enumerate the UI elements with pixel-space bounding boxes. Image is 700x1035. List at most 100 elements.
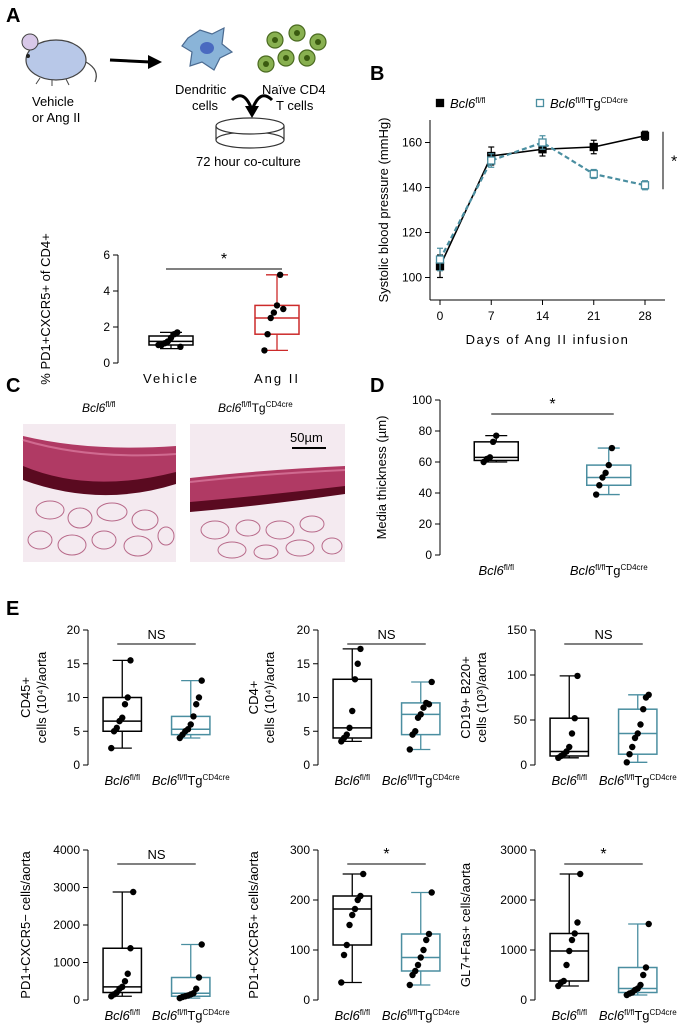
category-label-1: Ang II (254, 371, 300, 386)
x-tick-label: 0 (437, 309, 444, 323)
data-point (119, 714, 126, 721)
significance-label: NS (147, 627, 165, 642)
category-label-1: Bcl6fl/flTgCD4cre (152, 1008, 230, 1023)
down-arrow-icon (245, 106, 259, 118)
data-point (119, 983, 126, 991)
y-tick-label: 0 (520, 993, 527, 1007)
data-point (412, 728, 419, 735)
data-point (538, 138, 547, 147)
data-point (406, 746, 413, 753)
legend-label-0: Bcl6fl/fl (450, 96, 486, 111)
y-tick-label: 50 (514, 713, 528, 727)
y-tick-label: 0 (303, 758, 310, 772)
y-axis-label: Media thickness (µm) (374, 416, 389, 540)
data-point (357, 892, 364, 900)
panel-letter-d: D (370, 375, 384, 397)
y-axis-label: PD1+CXCR5− cells/aorta (18, 851, 33, 999)
y-axis-label: Systolic blood pressure (mmHg) (376, 118, 391, 303)
data-point (349, 911, 356, 919)
y-tick-label: 3000 (500, 843, 527, 857)
data-point (338, 979, 345, 986)
data-point (623, 759, 630, 766)
data-point (566, 947, 573, 955)
legend-name: Bcl6 (450, 96, 476, 111)
category-label-name: Bcl6 (382, 1008, 408, 1023)
data-point (414, 961, 422, 969)
data-point (642, 964, 650, 971)
category-label-0: Bcl6fl/fl (104, 773, 140, 788)
category-label-sup: fl/fl (504, 563, 514, 572)
category-label-sup: fl/fl (177, 1008, 187, 1017)
category-label-suffix: Tg (605, 563, 620, 578)
data-point (634, 730, 641, 737)
data-point (637, 981, 644, 989)
category-label-name: Bcl6 (334, 1008, 360, 1023)
data-point (346, 724, 353, 732)
legend-marker-0 (435, 98, 445, 108)
data-point (571, 715, 578, 722)
data-point (602, 469, 609, 477)
legend-marker-1 (535, 98, 545, 108)
data-point (130, 888, 137, 896)
data-point (127, 657, 134, 664)
y-tick-label: 160 (402, 136, 422, 150)
data-point (566, 743, 573, 751)
data-point (273, 302, 281, 309)
data-point (343, 731, 350, 738)
y-tick-label: 150 (507, 623, 527, 637)
significance-label: NS (594, 627, 612, 642)
y-tick-label: 100 (412, 393, 432, 407)
category-label-name: Bcl6 (551, 773, 577, 788)
category-label-suffix-sup: CD4cre (650, 773, 678, 782)
data-point (637, 721, 644, 728)
y-tick-label: 2000 (53, 918, 80, 932)
y-tick-label: 10 (297, 691, 311, 705)
data-point (187, 721, 194, 728)
data-point (357, 645, 364, 653)
data-point (270, 309, 278, 316)
y-tick-label: 3000 (53, 881, 80, 895)
category-label-name: Bcl6 (334, 773, 360, 788)
category-label-sup: fl/fl (407, 1008, 417, 1017)
data-point (349, 707, 356, 715)
y-tick-label: 5 (73, 724, 80, 738)
y-tick-label: 2000 (500, 893, 527, 907)
y-tick-label: 100 (402, 271, 422, 285)
category-label-0: Bcl6fl/fl (478, 563, 514, 578)
y-tick-label: 80 (419, 424, 433, 438)
data-point (563, 961, 570, 969)
category-label-suffix: Tg (634, 1008, 649, 1023)
legend-sup: fl/fl (475, 96, 485, 105)
data-point (343, 941, 350, 949)
data-point (428, 678, 435, 686)
data-point (608, 444, 616, 452)
data-point (360, 870, 367, 878)
category-label-1: Bcl6fl/flTgCD4cre (382, 1008, 460, 1023)
category-label-name: Bcl6 (104, 1008, 130, 1023)
y-axis-label: % PD1+CXCR5+ of CD4+ (38, 233, 53, 384)
data-point (605, 461, 612, 469)
y-tick-label: 15 (67, 657, 81, 671)
category-label-0: Bcl6fl/fl (104, 1008, 140, 1023)
y-tick-label: 15 (297, 657, 311, 671)
data-point (493, 432, 500, 439)
data-point (425, 930, 433, 938)
data-point (560, 977, 567, 985)
data-point (124, 694, 131, 701)
data-point (589, 142, 598, 152)
legend-label-1: Bcl6fl/flTgCD4cre (550, 96, 628, 111)
data-point (351, 905, 359, 913)
data-point (640, 971, 647, 979)
data-point (645, 920, 652, 928)
x-tick-label: 21 (587, 309, 601, 323)
data-point (193, 985, 200, 992)
t-cell-label-line2: T cells (276, 98, 314, 113)
data-point (276, 271, 284, 278)
data-point (645, 691, 652, 698)
data-point (640, 706, 647, 713)
category-label-0: Bcl6fl/fl (551, 773, 587, 788)
y-axis-label-line2: cells (10⁴)/aorta (34, 651, 49, 743)
category-label-sup: fl/fl (177, 773, 187, 782)
